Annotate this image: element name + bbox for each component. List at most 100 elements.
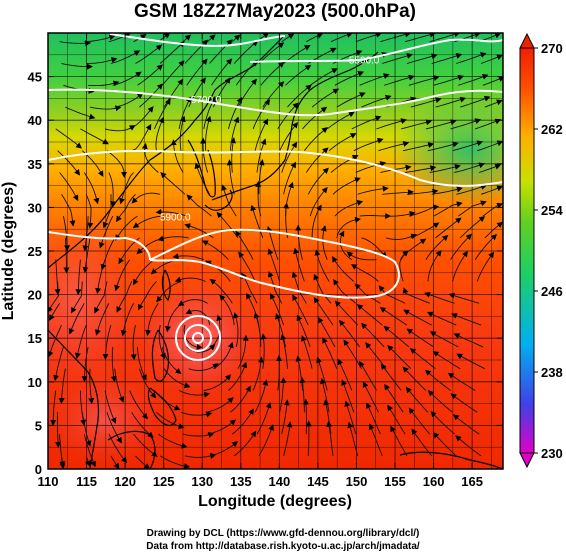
streamline — [55, 412, 62, 448]
streamline — [346, 251, 377, 261]
streamline — [314, 249, 330, 282]
streamline — [480, 54, 503, 64]
colorbar-tick-label: 238 — [541, 365, 563, 380]
streamline — [478, 163, 502, 173]
streamline — [292, 294, 309, 326]
streamline — [275, 313, 286, 347]
streamline — [221, 184, 237, 217]
streamline — [333, 278, 356, 304]
streamline — [209, 441, 239, 457]
streamline — [260, 333, 267, 369]
streamline — [59, 434, 66, 469]
streamline — [452, 414, 480, 435]
streamline — [322, 337, 338, 369]
streamline — [336, 92, 366, 108]
streamline — [178, 96, 192, 129]
streamline — [406, 328, 434, 348]
streamline — [178, 390, 211, 398]
streamline — [139, 83, 163, 108]
x-tick-label: 135 — [230, 474, 252, 489]
streamline — [425, 234, 449, 260]
streamline — [336, 216, 361, 239]
streamline — [330, 155, 359, 173]
streamline — [361, 94, 392, 108]
streamline — [63, 237, 70, 274]
y-tick-label: 5 — [35, 418, 42, 433]
y-axis-label: Latitude (degrees) — [0, 182, 17, 321]
streamline — [295, 224, 303, 260]
coastlines — [48, 34, 503, 469]
streamline — [89, 105, 122, 112]
streamline — [231, 34, 241, 43]
streamline — [309, 68, 338, 86]
x-tick-label: 125 — [153, 474, 175, 489]
streamline — [177, 299, 208, 307]
streamline — [48, 324, 62, 358]
streamline — [163, 368, 191, 389]
streamline — [255, 180, 262, 217]
contour-5700 — [48, 88, 503, 117]
streamline — [429, 164, 461, 173]
streamline — [430, 410, 455, 435]
streamline — [281, 399, 290, 435]
streamline — [80, 128, 109, 145]
streamline — [82, 216, 89, 252]
streamline — [155, 208, 187, 217]
streamline — [380, 164, 412, 173]
streamline — [228, 361, 248, 391]
streamline — [296, 314, 311, 348]
streamline — [341, 379, 355, 413]
streamline — [332, 177, 361, 195]
streamline — [432, 351, 461, 370]
credit-line-2: Data from http://database.rish.kyoto-u.a… — [146, 541, 420, 552]
streamline — [110, 346, 117, 383]
streamline — [305, 147, 329, 173]
streamline — [355, 33, 383, 43]
streamline — [285, 64, 312, 86]
coastline-indochina — [48, 329, 100, 469]
streamline — [188, 77, 206, 108]
streamline — [454, 162, 485, 173]
streamline — [351, 115, 382, 130]
streamline — [68, 303, 85, 335]
streamline — [254, 379, 269, 413]
streamline — [106, 412, 122, 444]
streamline — [137, 64, 163, 86]
streamline — [382, 53, 413, 64]
colorbar: 230 238 246 254 262 270 — [519, 32, 563, 469]
streamline — [302, 398, 309, 435]
coastline-asia — [48, 34, 286, 269]
streamline — [427, 141, 459, 152]
streamline — [334, 300, 358, 326]
streamline — [203, 374, 232, 391]
streamline — [131, 412, 154, 438]
contour-5900-west — [48, 231, 151, 261]
streamline — [186, 58, 208, 86]
streamline — [279, 121, 299, 151]
coastline-kyushu — [204, 189, 233, 211]
colorbar-tick-label: 230 — [541, 446, 563, 461]
streamline — [226, 159, 235, 195]
streamline — [458, 200, 487, 217]
streamline — [334, 71, 365, 86]
streamline — [287, 84, 312, 108]
streamline — [484, 99, 503, 108]
y-tick-label: 15 — [28, 331, 42, 346]
streamline — [186, 194, 212, 217]
chart-title: GSM 18Z27May2023 (500.0hPa) — [134, 1, 416, 22]
y-tick-label: 30 — [28, 200, 42, 215]
streamline — [158, 325, 166, 360]
streamline — [402, 366, 427, 391]
streamline — [304, 127, 328, 151]
streamline — [48, 281, 59, 313]
streamline — [61, 63, 93, 70]
streamline — [205, 260, 231, 282]
streamline — [283, 421, 293, 457]
streamline — [133, 259, 155, 286]
streamline — [433, 74, 465, 86]
streamline — [233, 40, 259, 64]
streamline — [326, 111, 355, 130]
streamline — [317, 316, 336, 348]
x-tick-label: 120 — [114, 474, 136, 489]
